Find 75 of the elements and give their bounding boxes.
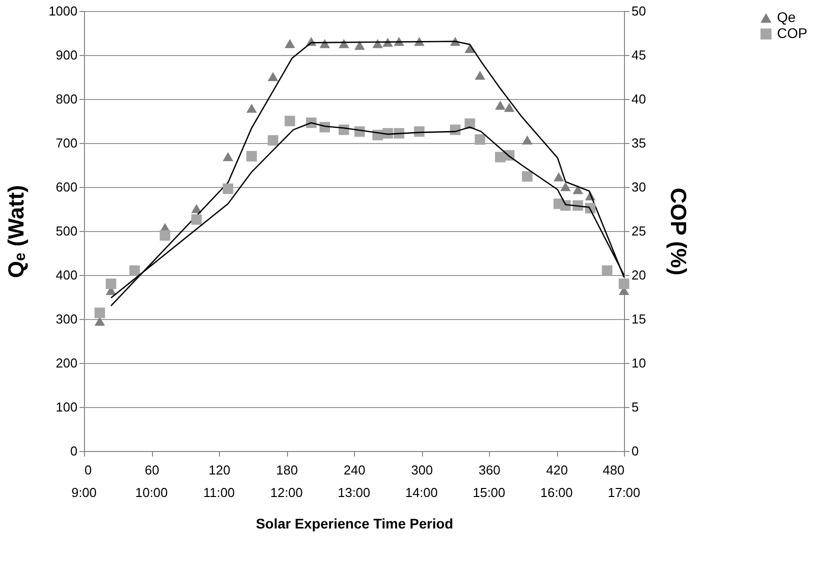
- legend-label: COP: [777, 25, 808, 41]
- y-axis-title: Qₑ (Watt): [4, 185, 29, 278]
- y-tick-label: 500: [56, 224, 78, 238]
- x2-tick-label: 17:00: [608, 485, 640, 500]
- y2-tick-label: 25: [632, 224, 646, 238]
- point: [504, 102, 514, 112]
- x2-tick-label: 15:00: [472, 485, 506, 500]
- point: [94, 316, 105, 326]
- point: [284, 116, 296, 126]
- x-tick-label: 480: [602, 462, 624, 478]
- point: [222, 184, 234, 194]
- y-tick-label: 600: [56, 180, 78, 194]
- y2-tick-label: 35: [632, 136, 646, 150]
- point: [246, 104, 257, 113]
- y2-tick-label: 50: [632, 4, 646, 18]
- point: [191, 204, 202, 214]
- x-tick-label: 300: [411, 462, 433, 478]
- point: [160, 230, 170, 241]
- point: [106, 278, 116, 290]
- x-axis-title: Solar Experience Time Period: [256, 516, 454, 532]
- y-tick-label: 300: [56, 312, 78, 326]
- y-tick-label: 0: [70, 444, 78, 458]
- x-tick-label: 420: [546, 462, 568, 478]
- y2-tick-label: 5: [632, 400, 639, 414]
- point: [522, 135, 532, 144]
- x2-tick-label: 14:00: [405, 485, 438, 500]
- y-tick-label: 200: [56, 356, 78, 370]
- point: [554, 172, 564, 182]
- x-tick-label: 360: [478, 462, 500, 478]
- x2-tick-label: 12:00: [270, 485, 303, 500]
- y-tick-label: 900: [56, 48, 78, 62]
- y2-tick-label: 0: [632, 444, 639, 458]
- legend-label: Qe: [777, 9, 796, 25]
- y2-tick-label: 40: [632, 92, 646, 106]
- point: [618, 278, 630, 290]
- point: [372, 39, 383, 48]
- y2-axis-title: COP (%): [666, 188, 691, 276]
- point: [222, 152, 234, 162]
- y2-tick-label: 20: [632, 268, 646, 282]
- x2-tick-label: 11:00: [203, 485, 235, 500]
- x2-tick-label: 9:00: [71, 485, 97, 500]
- y-tick-label: 1000: [48, 4, 78, 18]
- point: [284, 39, 296, 48]
- x-tick-label: 120: [208, 462, 230, 478]
- point: [320, 39, 330, 48]
- y2-tick-label: 30: [632, 180, 646, 194]
- point: [246, 150, 257, 162]
- x-tick-label: 60: [144, 462, 160, 478]
- point: [382, 38, 393, 47]
- point: [354, 40, 365, 50]
- point: [268, 135, 278, 146]
- point: [94, 308, 105, 318]
- x-tick-label: 240: [344, 462, 366, 478]
- point: [602, 265, 612, 276]
- point: [560, 182, 571, 192]
- y-tick-label: 800: [56, 92, 78, 106]
- y2-tick-label: 15: [632, 312, 646, 326]
- y2-tick-label: 45: [632, 48, 646, 62]
- point: [572, 185, 584, 194]
- y-tick-label: 100: [56, 400, 78, 414]
- y-tick-label: 700: [56, 136, 78, 150]
- point: [495, 100, 506, 110]
- x-tick-label: 0: [84, 462, 92, 478]
- point: [191, 214, 202, 225]
- x2-tick-label: 13:00: [338, 485, 370, 500]
- point: [129, 265, 140, 276]
- point: [474, 134, 486, 145]
- x2-tick-label: 16:00: [540, 485, 573, 500]
- point: [268, 72, 278, 82]
- point: [522, 171, 532, 182]
- x-tick-label: 180: [276, 462, 298, 478]
- x2-tick-label: 10:00: [135, 485, 168, 500]
- point: [474, 70, 486, 80]
- y2-tick-label: 10: [632, 356, 646, 370]
- y-tick-label: 400: [56, 268, 78, 282]
